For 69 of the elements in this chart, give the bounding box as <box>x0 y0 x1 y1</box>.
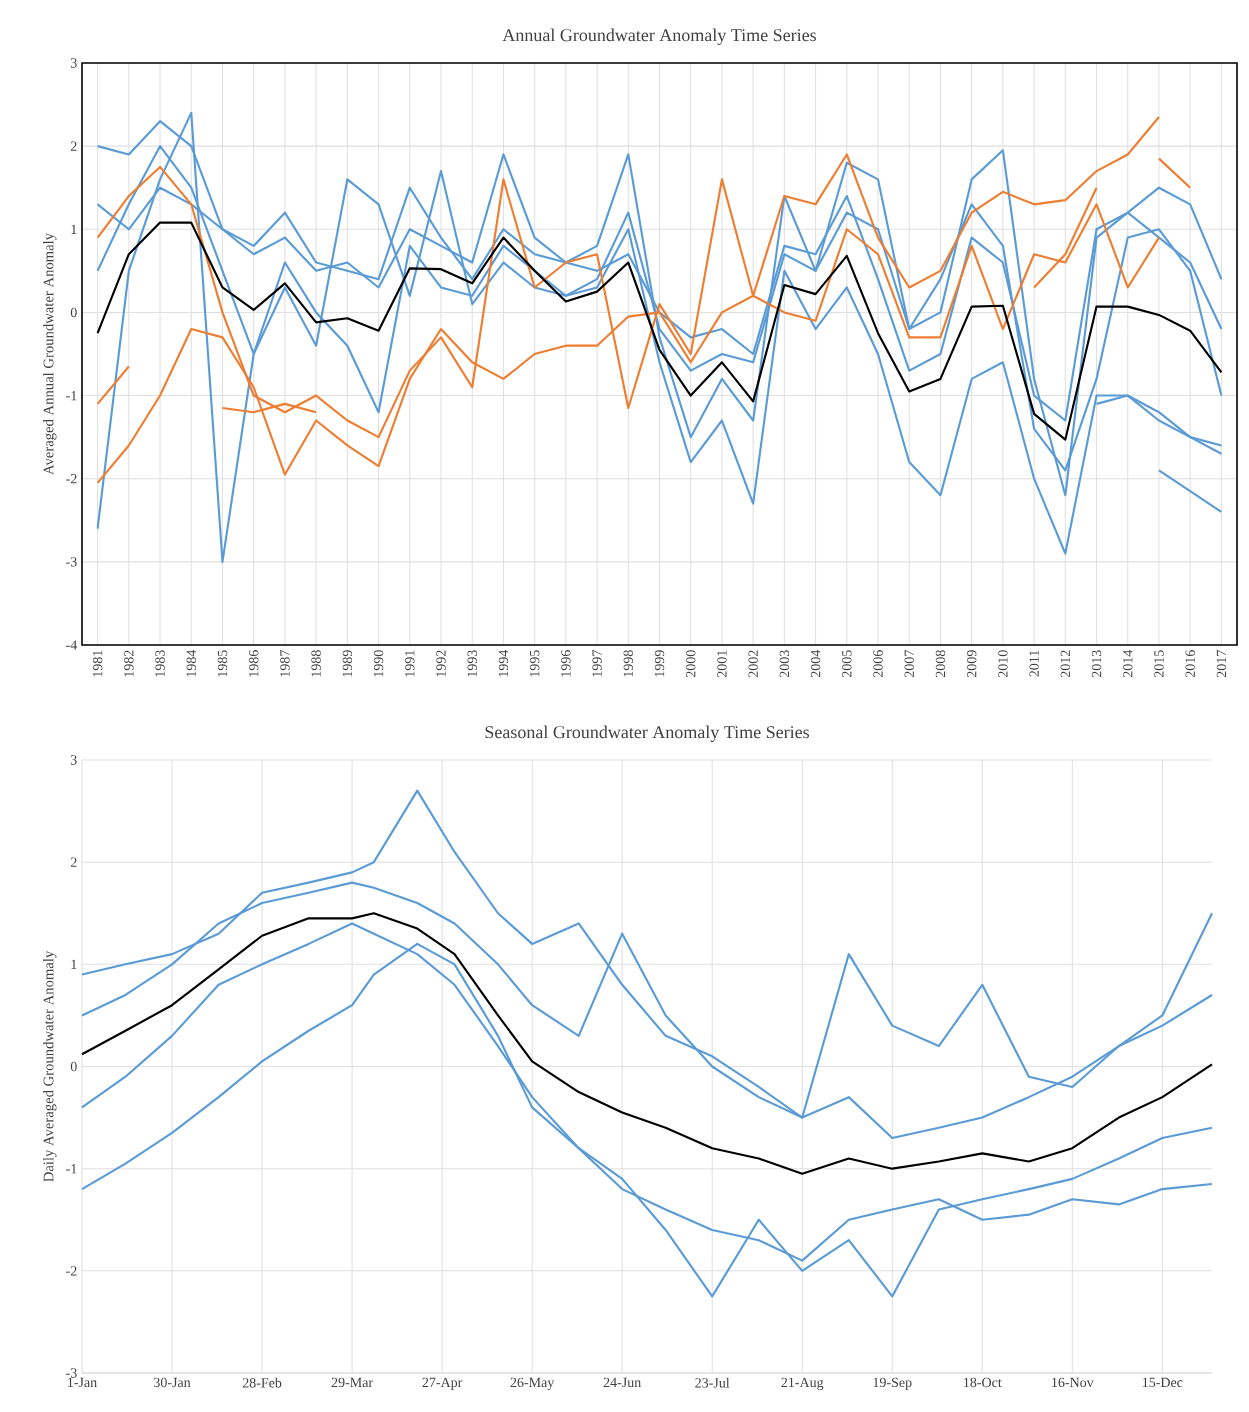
x-tick-label: 2008 <box>935 650 946 678</box>
x-tick-label: 1985 <box>217 650 228 677</box>
y-tick-label: -1 <box>66 390 77 401</box>
y-tick-label: 0 <box>70 307 77 318</box>
x-tick-label: 1981 <box>92 650 103 677</box>
y-tick-label: 2 <box>70 141 77 151</box>
x-tick-label: 2012 <box>1060 650 1071 678</box>
x-tick-label: 1983 <box>155 650 165 677</box>
y-tick-label: -2 <box>66 1266 77 1276</box>
y-axis-title: Daily Averaged Groundwater Anomaly <box>43 950 57 1182</box>
x-tick-label: 16-Nov <box>1052 1377 1094 1388</box>
y-tick-label: 3 <box>70 58 77 68</box>
x-tick-label: 1990 <box>373 650 384 677</box>
x-tick-label: 1984 <box>186 649 196 677</box>
y-tick-label: -2 <box>66 474 77 484</box>
x-tick-label: 2001 <box>717 650 727 678</box>
x-tick-label: 2007 <box>904 650 914 678</box>
x-tick-label: 24-Jun <box>603 1377 641 1388</box>
x-tick-label: 1988 <box>311 650 321 677</box>
y-tick-label: 1 <box>71 959 77 969</box>
x-tick-label: 1998 <box>623 650 634 677</box>
y-tick-label: -4 <box>66 640 78 650</box>
y-tick-label: 3 <box>70 755 77 765</box>
x-tick-label: 30-Jan <box>154 1377 191 1388</box>
y-tick-label: -1 <box>66 1164 77 1174</box>
x-tick-label: 1986 <box>248 650 259 677</box>
x-tick-label: 2011 <box>1029 650 1039 677</box>
x-tick-label: 1996 <box>561 650 571 677</box>
x-tick-label: 1993 <box>467 650 477 677</box>
x-tick-label: 1987 <box>280 650 290 677</box>
x-tick-label: 1994 <box>498 649 509 677</box>
x-tick-label: 2003 <box>779 650 790 678</box>
x-tick-label: 1982 <box>124 650 134 677</box>
x-tick-label: 2000 <box>686 650 696 678</box>
y-tick-label: 1 <box>71 224 77 234</box>
x-tick-label: 2015 <box>1154 650 1164 678</box>
x-tick-label: 2006 <box>873 650 883 678</box>
x-tick-label: 1999 <box>654 650 665 677</box>
y-tick-label: 0 <box>70 1061 77 1072</box>
y-axis-title: Averaged Annual Groundwater Anomaly <box>43 233 57 475</box>
x-tick-label: 19-Sep <box>873 1377 912 1390</box>
x-tick-label: 1-Jan <box>68 1377 97 1388</box>
x-tick-label: 18-Oct <box>964 1377 1002 1388</box>
x-tick-label: 1991 <box>405 650 415 677</box>
y-tick-label: 2 <box>70 857 77 867</box>
x-tick-label: 2010 <box>998 650 1008 678</box>
x-tick-label: 2013 <box>1091 650 1102 678</box>
x-tick-label: 27-Apr <box>422 1377 463 1390</box>
x-tick-label: 1992 <box>436 650 446 677</box>
y-tick-label: -3 <box>66 1368 77 1378</box>
x-tick-label: 2002 <box>748 650 758 678</box>
x-tick-label: 21-Aug <box>781 1377 824 1390</box>
x-tick-label: 2014 <box>1123 649 1133 678</box>
x-tick-label: 1997 <box>592 650 602 677</box>
x-tick-label: 1989 <box>342 650 353 677</box>
x-tick-label: 2009 <box>966 650 977 678</box>
y-tick-label: -3 <box>66 557 77 567</box>
x-tick-label: 1995 <box>529 650 540 677</box>
x-tick-label: 2016 <box>1185 650 1195 678</box>
x-tick-label: 2004 <box>810 649 821 678</box>
x-tick-label: 28-Feb <box>242 1377 282 1388</box>
chart-title: Seasonal Groundwater Anomaly Time Series <box>485 725 810 742</box>
x-tick-label: 26-May <box>510 1377 555 1390</box>
x-tick-label: 29-Mar <box>331 1377 373 1388</box>
x-tick-label: 2005 <box>842 650 852 678</box>
x-tick-label: 2017 <box>1216 650 1227 678</box>
chart-title: Annual Groundwater Anomaly Time Series <box>502 28 817 45</box>
x-tick-label: 15-Dec <box>1142 1377 1183 1388</box>
x-tick-label: 23-Jul <box>695 1377 730 1388</box>
